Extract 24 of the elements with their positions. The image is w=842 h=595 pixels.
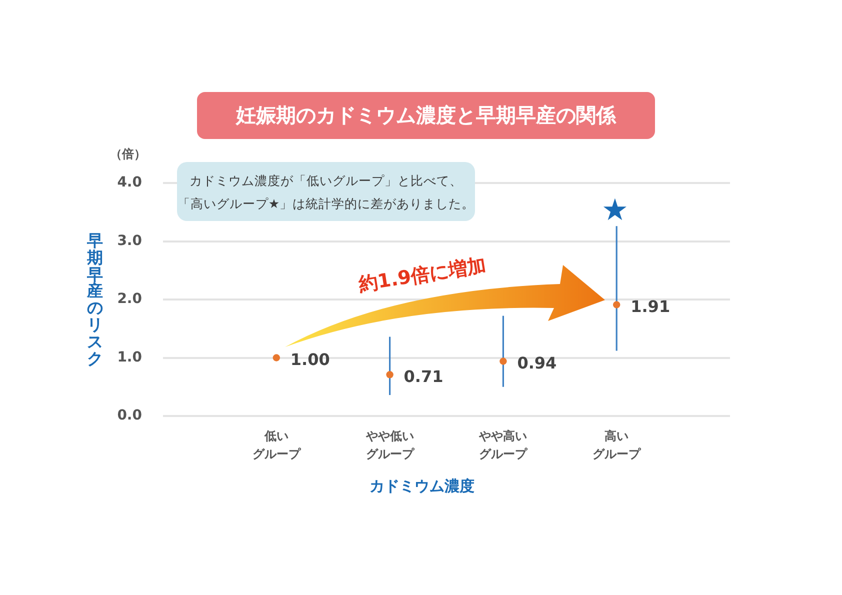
x-tick-label: やや低いグループ [364,429,415,462]
y-axis-title: 早期早産のリスク [86,231,104,368]
y-tick-label: 1.0 [117,349,142,366]
point [272,354,280,362]
data-label: 0.94 [517,353,557,372]
chart-title: 妊娠期のカドミウム濃度と早期早産の関係 [197,92,655,139]
point [500,358,507,365]
annotation: 約1.9倍に増加 [356,253,489,298]
x-tick-label: 高いグループ [592,429,642,462]
point [613,301,620,308]
y-tick-label: 3.0 [117,232,142,249]
data-label: 0.71 [404,366,444,386]
point [386,371,394,378]
annotation: ★ [600,193,630,228]
data-label: 1.00 [290,350,330,369]
annotation: カドミウム濃度が「低いグループ」と比べて、「高いグループ★」は統計学的に差がありました。 [177,162,475,221]
data-label: 1.91 [630,296,670,316]
y-tick-label: 4.0 [117,174,142,191]
text: （倍） [109,146,147,163]
y-tick-label: 2.0 [117,291,142,308]
x-tick-label: やや高いグループ [478,429,528,462]
x-tick-label: 低いグループ [252,429,302,462]
x-axis-title: カドミウム濃度 [368,477,476,496]
y-tick-label: 0.0 [117,408,142,424]
